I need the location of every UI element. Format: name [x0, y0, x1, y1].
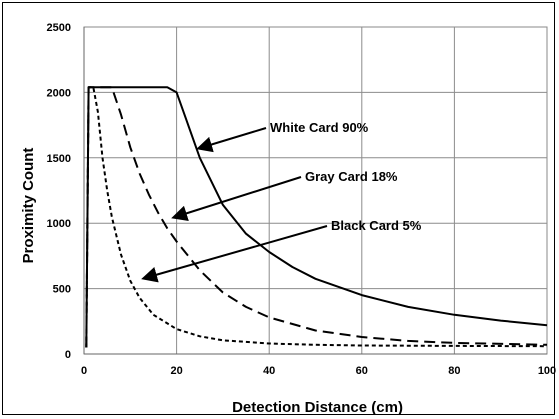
annotation-label: White Card 90% — [270, 120, 369, 135]
x-tick-label: 80 — [448, 365, 460, 377]
plot-area — [83, 26, 548, 355]
x-tick-label: 60 — [356, 365, 368, 377]
y-tick-label: 2000 — [47, 87, 71, 99]
y-tick-label: 2500 — [47, 22, 71, 34]
annotation-arrow — [171, 176, 302, 221]
x-tick-label: 40 — [263, 365, 275, 377]
series-line-gray-card-18 — [85, 86, 548, 348]
series-line-white-card-90 — [85, 86, 548, 348]
y-tick-label: 1000 — [47, 218, 71, 230]
annotation-label: Gray Card 18% — [305, 169, 398, 184]
annotation-arrow — [196, 127, 267, 153]
annotation-arrow — [141, 225, 328, 283]
y-axis-title: Proximity Count — [20, 148, 37, 264]
annotation-label: Black Card 5% — [331, 218, 422, 233]
series-line-black-card-5 — [85, 86, 548, 348]
x-tick-label: 0 — [81, 365, 87, 377]
y-tick-label: 500 — [53, 284, 71, 296]
x-tick-label: 20 — [170, 365, 182, 377]
y-tick-label: 1500 — [47, 153, 71, 165]
x-axis-title: Detection Distance (cm) — [232, 399, 403, 416]
y-tick-label: 0 — [65, 349, 71, 361]
x-tick-label: 100 — [538, 365, 556, 377]
